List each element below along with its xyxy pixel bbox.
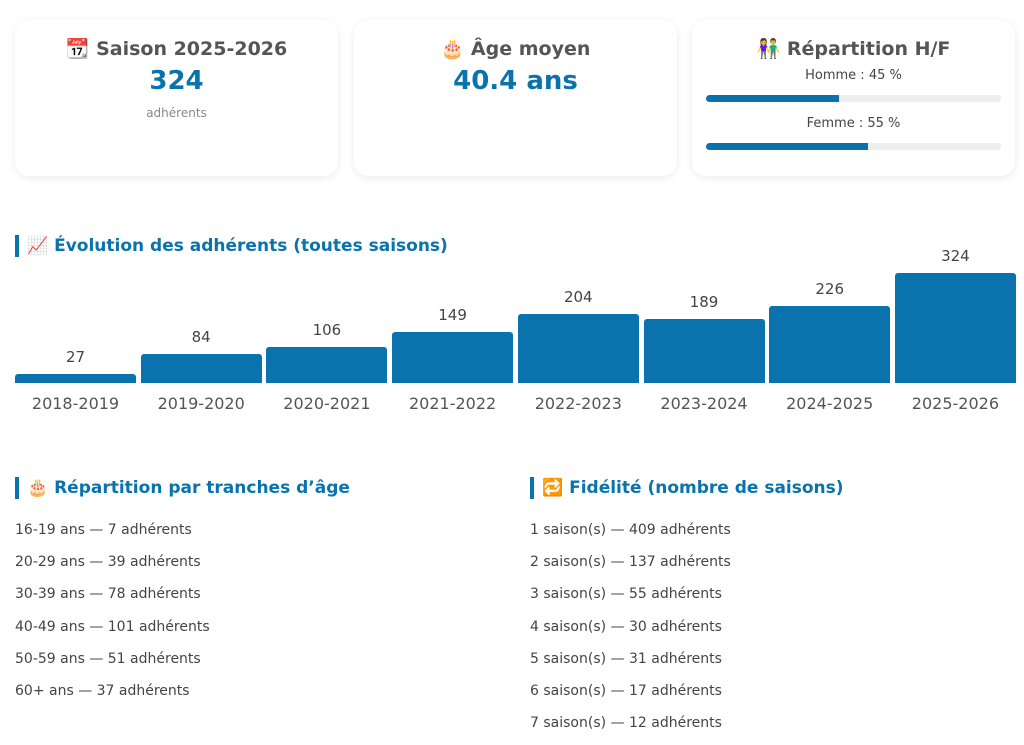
age-item: 60+ ans — 37 adhérents (15, 682, 190, 699)
bar-category-label: 2019-2020 (157, 394, 245, 413)
age-title: 🎂 Âge moyen (440, 38, 591, 60)
calendar-icon: 📆 (65, 38, 90, 60)
bar-value-label: 189 (689, 292, 719, 311)
season-title: 📆 Saison 2025-2026 (65, 38, 288, 60)
age-item: 30-39 ans — 78 adhérents (15, 586, 201, 603)
loyalty-title: 🔁 Fidélité (nombre de saisons) (530, 477, 844, 499)
bar-column: 149 2021-2022 (392, 306, 514, 413)
bar-value-label: 106 (312, 321, 342, 340)
average-age: 40.4 ans (453, 66, 578, 96)
bar (140, 354, 262, 383)
loyalty-item: 2 saison(s) — 137 adhérents (530, 554, 731, 571)
age-item: 20-29 ans — 39 adhérents (15, 554, 201, 571)
female-progress (706, 143, 1001, 150)
evolution-chart: 27 2018-2019 84 2019-2020 106 2020-2021 149 202… (15, 240, 1016, 420)
bar (15, 373, 136, 383)
evolution-title: 📈 Évolution des adhérents (toutes saison… (15, 235, 448, 257)
bar-value-label: 84 (191, 328, 211, 347)
bar (894, 273, 1016, 383)
season-sub: adhérents (146, 106, 207, 120)
bar-value-label: 27 (65, 347, 86, 366)
age-item: 16-19 ans — 7 adhérents (15, 522, 192, 538)
bar (517, 313, 639, 383)
bar (769, 306, 891, 383)
couple-icon: 👫 (756, 38, 781, 60)
bar-column: 106 2020-2021 (266, 321, 388, 413)
bar-category-label: 2022-2023 (534, 394, 622, 413)
age-list: 16-19 ans — 7 adhérents 20-29 ans — 39 ad… (15, 520, 210, 713)
age-item: 40-49 ans — 101 adhérents (15, 618, 210, 635)
cake-icon: 🎂 (440, 38, 465, 60)
bar (266, 347, 388, 383)
age-distribution-title: 🎂 Répartition par tranches d’âge (15, 477, 350, 499)
bar-value-label: 149 (438, 306, 467, 325)
bar-value-label: 226 (815, 280, 844, 299)
bar (392, 332, 514, 383)
gender-card: 👫 Répartition H/F Homme : 45 % Femme : 5… (692, 20, 1015, 176)
age-card: 🎂 Âge moyen 40.4 ans (354, 20, 677, 176)
bar-column: 189 2023-2024 (643, 292, 765, 413)
season-card: 📆 Saison 2025-2026 324 adhérents (15, 20, 338, 176)
bar-column: 27 2018-2019 (15, 347, 136, 413)
age-item: 50-59 ans — 51 adhérents (15, 650, 201, 667)
male-label: Homme : 45 % (805, 68, 902, 83)
male-progress (706, 95, 1001, 102)
loyalty-item: 6 saison(s) — 17 adhérents (530, 682, 722, 699)
bar-value-label: 324 (941, 247, 970, 265)
loyalty-item: 4 saison(s) — 30 adhérents (530, 618, 722, 635)
female-label: Femme : 55 % (806, 116, 901, 131)
bar-category-label: 2021-2022 (408, 394, 497, 413)
loyalty-item: 7 saison(s) — 12 adhérents (530, 715, 722, 732)
loyalty-item: 3 saison(s) — 55 adhérents (530, 586, 722, 603)
bar-column: 324 2025-2026 (894, 247, 1016, 413)
bar-value-label: 204 (563, 287, 593, 306)
bar-column: 84 2019-2020 (140, 328, 262, 413)
bar (643, 318, 765, 383)
bar-category-label: 2020-2021 (283, 394, 371, 413)
loyalty-list: 1 saison(s) — 409 adhérents 2 saison(s) —… (530, 520, 731, 745)
bar-category-label: 2023-2024 (660, 394, 748, 413)
season-count: 324 (149, 66, 204, 96)
bar-category-label: 2024-2025 (786, 394, 874, 413)
bar-column: 204 2022-2023 (517, 287, 639, 413)
loyalty-item: 1 saison(s) — 409 adhérents (530, 522, 731, 538)
bar-column: 226 2024-2025 (769, 280, 891, 413)
bar-category-label: 2025-2026 (911, 394, 999, 413)
bar-category-label: 2018-2019 (31, 394, 120, 413)
gender-title: 👫 Répartition H/F (756, 38, 951, 60)
loyalty-item: 5 saison(s) — 31 adhérents (530, 650, 722, 667)
